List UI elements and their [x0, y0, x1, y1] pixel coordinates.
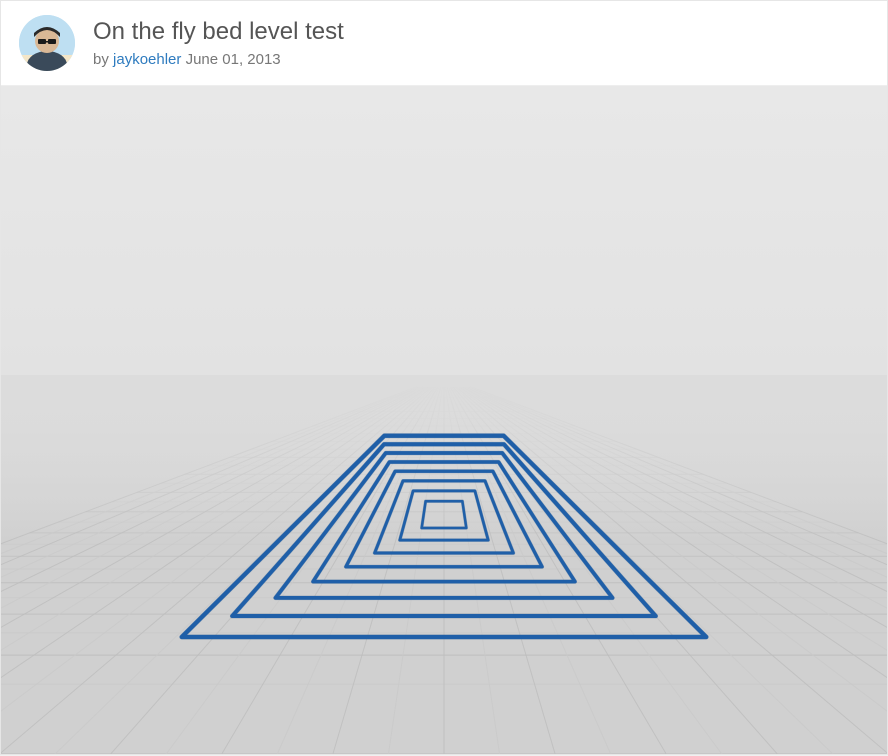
author-link[interactable]: jaykoehler — [113, 51, 181, 68]
author-avatar[interactable] — [19, 15, 75, 71]
thing-title: On the fly bed level test — [93, 16, 344, 48]
publish-date: June 01, 2013 — [186, 51, 281, 68]
thing-header: On the fly bed level test by jaykoehler … — [1, 1, 887, 86]
by-label: by — [93, 51, 109, 68]
thing-byline: by jaykoehler June 01, 2013 — [93, 50, 344, 70]
model-viewer[interactable] — [1, 86, 887, 754]
